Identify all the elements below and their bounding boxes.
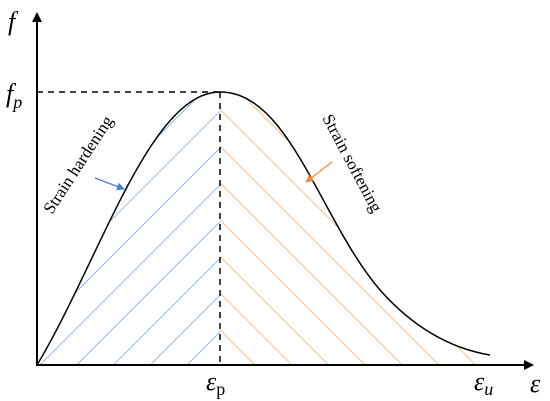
y-axis-label: f: [8, 7, 19, 36]
eu-label: εu: [474, 367, 493, 399]
fp-base: f: [6, 79, 17, 108]
softening-hatch: [220, 92, 490, 365]
stress-strain-curve: [36, 91, 491, 366]
x-axis-label: ε: [530, 369, 541, 398]
hardening-label: Strain hardening: [39, 112, 117, 217]
fp-label: fp: [6, 79, 22, 112]
eu-sub: u: [484, 379, 493, 399]
ep-sub: p: [216, 379, 225, 399]
fp-sub: p: [11, 92, 22, 112]
hardening-hatch: [37, 92, 220, 365]
softening-arrow: [305, 161, 333, 183]
ep-label: εp: [206, 367, 225, 399]
softening-label: Strain softening: [318, 111, 386, 216]
hardening-arrow: [94, 177, 125, 191]
eu-base: ε: [474, 367, 485, 396]
ep-base: ε: [206, 367, 217, 396]
